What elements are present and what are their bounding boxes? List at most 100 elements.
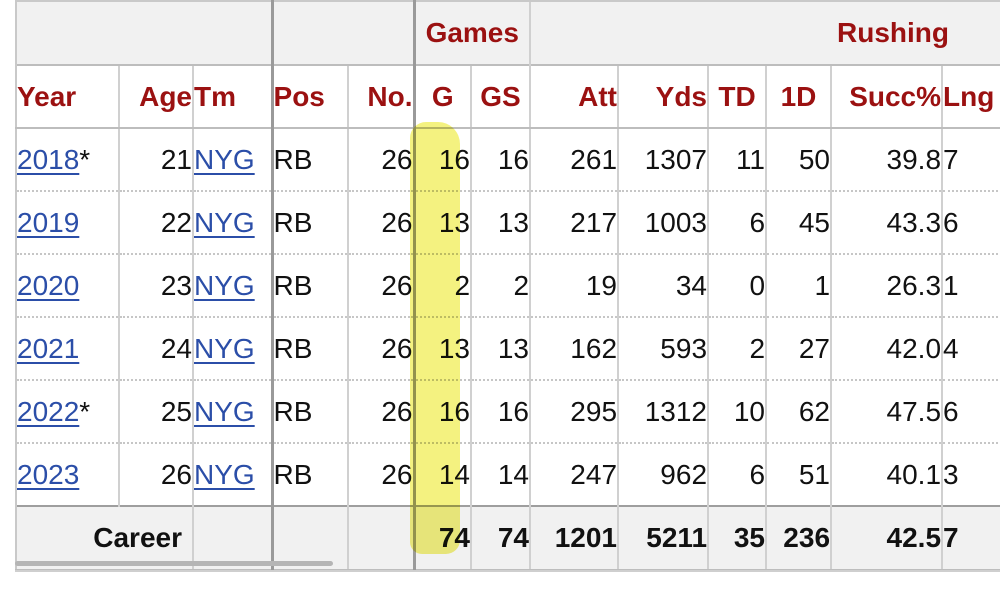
group-header-row: Games Rushing [15, 0, 1000, 65]
career-first-downs-cell: 236 [765, 505, 832, 571]
games-started-cell: 16 [470, 128, 531, 192]
touchdowns-cell: 6 [707, 191, 767, 255]
col-header-team[interactable]: Tm [191, 64, 273, 129]
col-header-success-rate[interactable]: Succ% [830, 64, 943, 129]
number-cell: 26 [347, 443, 415, 507]
success-rate-cell: 42.0 [830, 317, 943, 381]
career-team-cell [191, 505, 273, 571]
col-header-first-downs[interactable]: 1D [765, 64, 832, 129]
team-cell: NYG [191, 254, 273, 318]
attempts-cell: 162 [529, 317, 619, 381]
col-header-position[interactable]: Pos [270, 64, 349, 129]
success-rate-cell: 40.1 [830, 443, 943, 507]
col-header-games[interactable]: G [412, 64, 472, 129]
attempts-cell: 217 [529, 191, 619, 255]
success-rate-cell: 47.5 [830, 380, 943, 444]
career-longest-cell: 7 [941, 505, 1000, 571]
table-row: 2020 23 NYG RB 26 2 2 19 34 0 1 26.3 1 [15, 254, 1000, 318]
age-cell: 21 [118, 128, 193, 192]
col-header-yards[interactable]: Yds [617, 64, 709, 129]
success-rate-cell: 26.3 [830, 254, 943, 318]
first-downs-cell: 45 [765, 191, 832, 255]
games-started-cell: 13 [470, 317, 531, 381]
games-cell: 16 [412, 380, 472, 444]
pro-bowl-mark: * [79, 143, 91, 175]
first-downs-cell: 1 [765, 254, 832, 318]
year-link[interactable]: 2023 [17, 458, 80, 490]
year-link[interactable]: 2020 [17, 269, 80, 301]
touchdowns-cell: 10 [707, 380, 767, 444]
touchdowns-cell: 0 [707, 254, 767, 318]
career-label: Career [15, 505, 193, 571]
first-downs-cell: 62 [765, 380, 832, 444]
year-link[interactable]: 2018 [17, 143, 80, 175]
career-number-cell [347, 505, 415, 571]
table-row: 2018* 21 NYG RB 26 16 16 261 1307 11 50 … [15, 128, 1000, 192]
team-link[interactable]: NYG [194, 269, 255, 301]
col-header-longest[interactable]: Lng [941, 64, 1000, 129]
year-link[interactable]: 2019 [17, 206, 80, 238]
team-link[interactable]: NYG [194, 143, 255, 175]
team-link[interactable]: NYG [194, 458, 255, 490]
col-header-year[interactable]: Year [15, 64, 119, 129]
age-cell: 23 [118, 254, 193, 318]
touchdowns-cell: 11 [707, 128, 767, 192]
longest-cell: 1 [941, 254, 1000, 318]
table-row: 2021 24 NYG RB 26 13 13 162 593 2 27 42.… [15, 317, 1000, 381]
col-header-attempts[interactable]: Att [529, 64, 619, 129]
career-games-cell: 74 [412, 505, 472, 571]
games-cell: 14 [412, 443, 472, 507]
yards-cell: 34 [617, 254, 709, 318]
first-downs-cell: 51 [765, 443, 832, 507]
longest-cell: 6 [941, 191, 1000, 255]
pro-bowl-mark: * [79, 395, 91, 427]
first-downs-cell: 27 [765, 317, 832, 381]
games-cell: 16 [412, 128, 472, 192]
yards-cell: 1003 [617, 191, 709, 255]
yards-cell: 593 [617, 317, 709, 381]
table-row: 2022* 25 NYG RB 26 16 16 295 1312 10 62 … [15, 380, 1000, 444]
position-cell: RB [270, 317, 349, 381]
rushing-stats-table: Games Rushing Year Age Tm Pos No. G GS A… [15, 0, 1000, 571]
attempts-cell: 247 [529, 443, 619, 507]
col-header-games-started[interactable]: GS [470, 64, 531, 129]
group-header-rushing: Rushing [529, 0, 1000, 65]
success-rate-cell: 39.8 [830, 128, 943, 192]
position-cell: RB [270, 380, 349, 444]
team-cell: NYG [191, 191, 273, 255]
number-cell: 26 [347, 254, 415, 318]
games-started-cell: 14 [470, 443, 531, 507]
team-link[interactable]: NYG [194, 206, 255, 238]
team-cell: NYG [191, 317, 273, 381]
career-touchdowns-cell: 35 [707, 505, 767, 571]
attempts-cell: 19 [529, 254, 619, 318]
attempts-cell: 261 [529, 128, 619, 192]
age-cell: 26 [118, 443, 193, 507]
year-cell: 2023 [15, 443, 119, 507]
career-totals-row: Career 74 74 1201 5211 35 236 42.5 7 [15, 505, 1000, 571]
success-rate-cell: 43.3 [830, 191, 943, 255]
col-header-touchdowns[interactable]: TD [707, 64, 767, 129]
games-cell: 2 [412, 254, 472, 318]
year-cell: 2022* [15, 380, 119, 444]
col-header-age[interactable]: Age [118, 64, 193, 129]
first-downs-cell: 50 [765, 128, 832, 192]
position-cell: RB [270, 191, 349, 255]
table-row: 2023 26 NYG RB 26 14 14 247 962 6 51 40.… [15, 443, 1000, 507]
team-cell: NYG [191, 443, 273, 507]
yards-cell: 1307 [617, 128, 709, 192]
touchdowns-cell: 6 [707, 443, 767, 507]
team-link[interactable]: NYG [194, 395, 255, 427]
number-cell: 26 [347, 128, 415, 192]
team-link[interactable]: NYG [194, 332, 255, 364]
col-header-number[interactable]: No. [347, 64, 415, 129]
yards-cell: 962 [617, 443, 709, 507]
longest-cell: 6 [941, 380, 1000, 444]
team-cell: NYG [191, 128, 273, 192]
year-link[interactable]: 2022 [17, 395, 80, 427]
career-position-cell [270, 505, 349, 571]
year-link[interactable]: 2021 [17, 332, 80, 364]
position-cell: RB [270, 443, 349, 507]
horizontal-scrollbar[interactable] [15, 561, 333, 566]
team-cell: NYG [191, 380, 273, 444]
